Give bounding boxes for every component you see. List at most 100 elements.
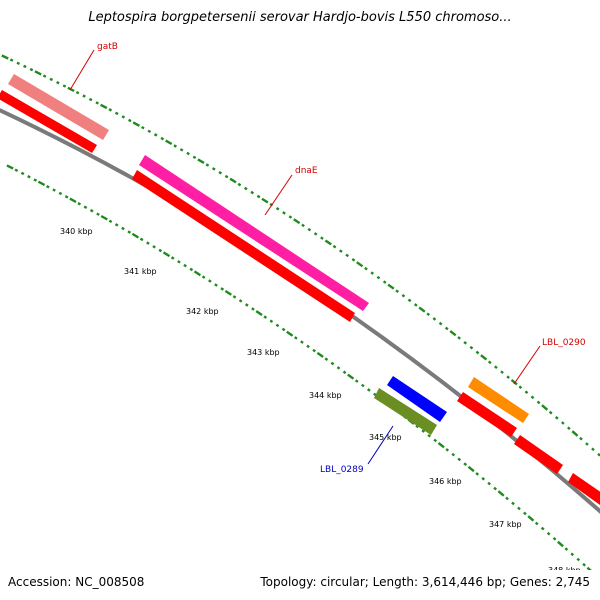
outer-tick-88 bbox=[561, 421, 565, 425]
inner-tick-66 bbox=[415, 424, 420, 429]
inner-tick-67 bbox=[421, 429, 426, 433]
inner-tick-24 bbox=[158, 248, 163, 253]
inner-tick-77 bbox=[481, 476, 486, 481]
gene-LBL_0289[interactable] bbox=[374, 388, 437, 435]
outer-tick-47 bbox=[307, 227, 312, 232]
accession-text: Accession: NC_008508 bbox=[8, 575, 145, 589]
inner-tick-15 bbox=[100, 214, 108, 221]
cds-arrow-2[interactable] bbox=[132, 170, 355, 322]
inner-tick-13 bbox=[89, 208, 94, 213]
outer-tick-78 bbox=[500, 370, 504, 374]
outer-tick-51 bbox=[332, 244, 337, 249]
outer-tick-6 bbox=[42, 74, 47, 78]
gene-label-LBL_0289[interactable]: LBL_0289 bbox=[320, 465, 364, 475]
tick-marks bbox=[1, 54, 600, 570]
inner-tick-33 bbox=[214, 283, 218, 287]
inner-tick-29 bbox=[189, 267, 194, 272]
inner-tick-88 bbox=[546, 531, 551, 536]
gene-gatB[interactable] bbox=[8, 74, 109, 140]
cds-arrow-1[interactable] bbox=[0, 90, 97, 153]
outer-tick-67 bbox=[432, 317, 437, 321]
outer-tick-69 bbox=[444, 326, 449, 331]
inner-tick-42 bbox=[269, 319, 274, 324]
outer-tick-24 bbox=[160, 136, 165, 141]
inner-tick-83 bbox=[517, 506, 521, 511]
inner-tick-12 bbox=[83, 205, 88, 209]
outer-tick-68 bbox=[438, 321, 443, 326]
outer-tick-90 bbox=[571, 430, 579, 437]
inner-tick-95 bbox=[586, 566, 592, 570]
scale-label-346: 346 kbp bbox=[429, 477, 462, 486]
outer-tick-92 bbox=[585, 442, 589, 446]
cds-arrow-5[interactable] bbox=[568, 473, 600, 505]
outer-tick-86 bbox=[548, 410, 553, 415]
inner-tick-1 bbox=[14, 168, 19, 172]
scale-label-341: 341 kbp bbox=[124, 267, 157, 276]
inner-tick-20 bbox=[131, 232, 140, 239]
outer-tick-74 bbox=[475, 350, 480, 355]
inner-tick-69 bbox=[433, 438, 438, 443]
cds-arrow-3[interactable] bbox=[457, 392, 517, 437]
outer-tick-19 bbox=[127, 118, 132, 123]
outer-tick-16 bbox=[108, 108, 113, 112]
outer-tick-2 bbox=[16, 61, 21, 65]
inner-tick-47 bbox=[300, 340, 304, 344]
inner-tick-46 bbox=[294, 336, 298, 340]
outer-tick-84 bbox=[536, 400, 541, 405]
inner-tick-91 bbox=[564, 547, 569, 551]
outer-tick-39 bbox=[256, 194, 261, 199]
inner-tick-43 bbox=[275, 323, 280, 328]
outer-tick-54 bbox=[351, 258, 356, 262]
outer-tick-15 bbox=[100, 103, 108, 110]
outer-tick-87 bbox=[554, 415, 559, 420]
outer-tick-63 bbox=[407, 298, 412, 303]
inner-tick-76 bbox=[475, 472, 480, 476]
inner-tick-75 bbox=[467, 465, 475, 473]
gene-label-LBL_0290[interactable]: LBL_0290 bbox=[542, 338, 586, 348]
outer-tick-4 bbox=[29, 67, 34, 72]
inner-tick-9 bbox=[64, 195, 69, 199]
outer-tick-57 bbox=[370, 271, 375, 275]
inner-tick-73 bbox=[457, 457, 462, 462]
outer-tick-38 bbox=[250, 190, 255, 195]
gene-LBL_0290[interactable] bbox=[468, 377, 529, 423]
outer-tick-13 bbox=[88, 97, 93, 102]
inner-tick-21 bbox=[139, 237, 144, 242]
topology-text: Topology: circular; Length: 3,614,446 bp… bbox=[260, 575, 590, 589]
outer-tick-40 bbox=[261, 197, 269, 204]
outer-tick-55 bbox=[356, 261, 364, 268]
outer-tick-35 bbox=[229, 177, 237, 184]
inner-tick-31 bbox=[201, 275, 206, 279]
gene-blue-feature[interactable] bbox=[387, 376, 447, 422]
outer-tick-5 bbox=[34, 70, 42, 76]
gene-label-dnaE[interactable]: dnaE bbox=[295, 166, 318, 176]
inner-tick-19 bbox=[127, 230, 132, 234]
outer-tick-77 bbox=[494, 365, 498, 370]
inner-tick-16 bbox=[108, 219, 113, 224]
cds-arrow-4[interactable] bbox=[514, 435, 563, 474]
inner-tick-22 bbox=[146, 241, 150, 245]
outer-tick-45 bbox=[293, 218, 301, 225]
outer-tick-7 bbox=[49, 77, 54, 82]
scale-label-340: 340 kbp bbox=[60, 227, 93, 236]
inner-tick-48 bbox=[306, 344, 310, 349]
outer-tick-44 bbox=[288, 215, 293, 219]
outer-tick-48 bbox=[313, 232, 318, 236]
outer-tick-93 bbox=[591, 447, 595, 452]
inner-tick-45 bbox=[286, 330, 294, 337]
outer-tick-73 bbox=[469, 345, 474, 350]
outer-tick-21 bbox=[141, 125, 145, 130]
outer-tick-72 bbox=[463, 340, 468, 345]
inner-tick-52 bbox=[330, 361, 335, 366]
outer-tick-10 bbox=[67, 86, 75, 92]
gene-dnaE[interactable] bbox=[139, 155, 369, 311]
outer-tick-37 bbox=[243, 186, 248, 191]
outer-tick-82 bbox=[524, 390, 529, 395]
gene-label-gatB[interactable]: gatB bbox=[97, 42, 118, 52]
outer-tick-85 bbox=[541, 404, 549, 411]
scale-label-347: 347 kbp bbox=[489, 520, 522, 529]
outer-tick-46 bbox=[301, 223, 305, 228]
outer-tick-70 bbox=[449, 330, 457, 337]
outer-tick-76 bbox=[487, 360, 492, 365]
